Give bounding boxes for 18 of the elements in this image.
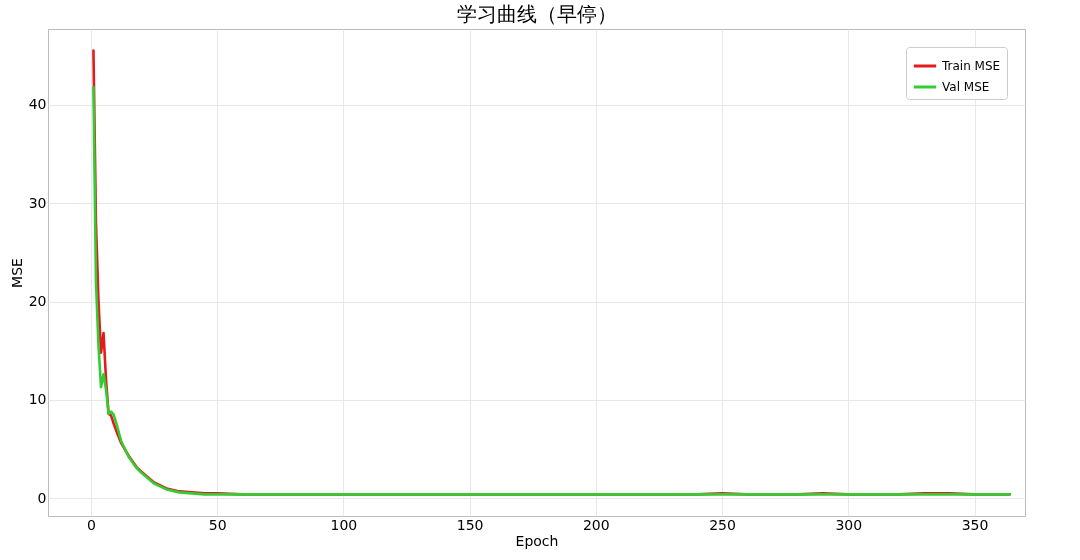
x-tick-label: 50: [208, 516, 227, 533]
x-tick-label: 150: [456, 516, 484, 533]
y-tick-label: 20: [28, 293, 47, 310]
y-tick-label: 10: [28, 391, 47, 408]
x-tick-label: 100: [330, 516, 358, 533]
x-tick-label: 250: [709, 516, 736, 533]
chart-title: 学习曲线（早停）: [456, 2, 617, 26]
x-tick-label: 0: [86, 516, 96, 533]
y-tick-label: 30: [28, 194, 47, 211]
x-tick-label: 350: [961, 516, 989, 533]
x-tick-label: 200: [582, 516, 610, 533]
y-tick-label: 0: [37, 489, 47, 506]
legend-label: Train MSE: [941, 59, 1001, 73]
x-tick-label: 300: [835, 516, 863, 533]
x-axis-title: Epoch: [515, 532, 559, 549]
y-axis-title: MSE: [8, 258, 25, 288]
legend-label: Val MSE: [942, 80, 990, 94]
y-tick-label: 40: [28, 96, 47, 113]
